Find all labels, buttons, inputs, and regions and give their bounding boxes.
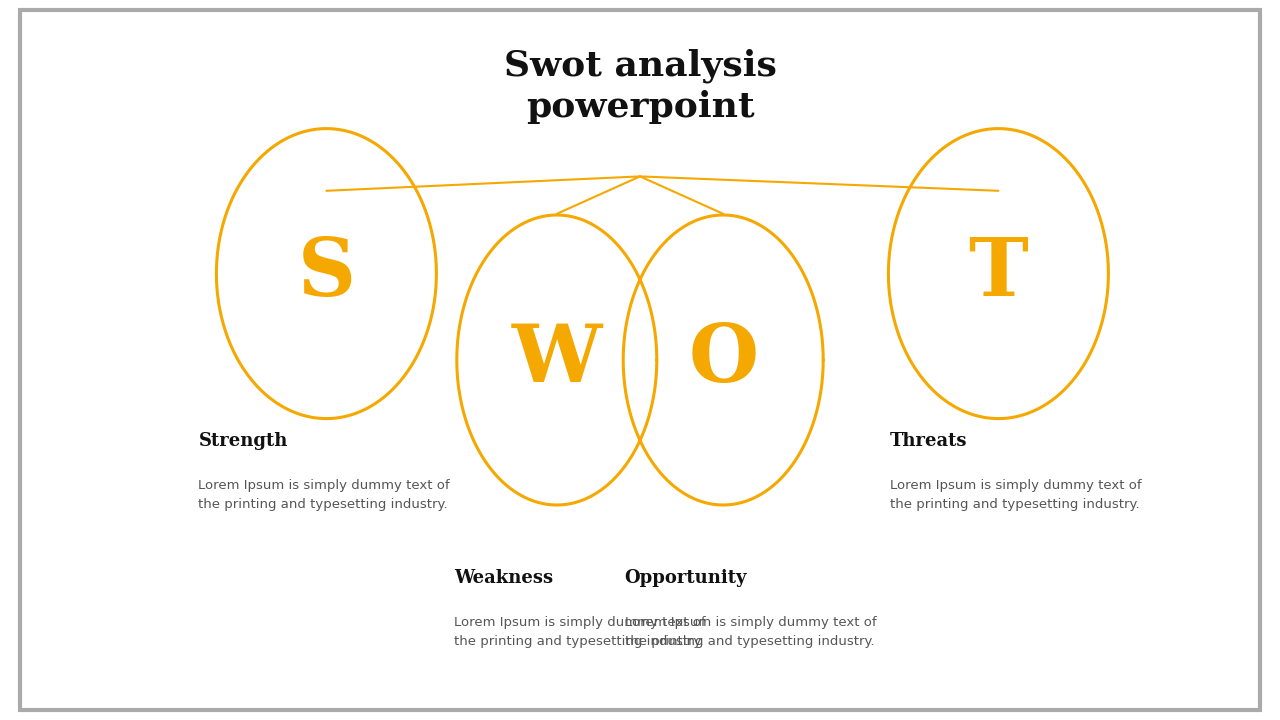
Text: T: T	[969, 235, 1028, 312]
Text: O: O	[689, 321, 758, 399]
Text: W: W	[512, 321, 602, 399]
Text: Weakness: Weakness	[454, 569, 553, 587]
Text: Strength: Strength	[198, 432, 288, 450]
Text: Lorem Ipsum is simply dummy text of
the printing and typesetting industry.: Lorem Ipsum is simply dummy text of the …	[198, 479, 451, 510]
Text: Opportunity: Opportunity	[625, 569, 748, 587]
Text: S: S	[297, 235, 356, 312]
Text: Lorem Ipsum is simply dummy text of
the printing and typesetting industry.: Lorem Ipsum is simply dummy text of the …	[890, 479, 1142, 510]
Text: Lorem Ipsum is simply dummy text of
the printing and typesetting industry.: Lorem Ipsum is simply dummy text of the …	[454, 616, 707, 647]
Text: Swot analysis
powerpoint: Swot analysis powerpoint	[503, 49, 777, 124]
Text: Threats: Threats	[890, 432, 968, 450]
Text: Lorem Ipsum is simply dummy text of
the printing and typesetting industry.: Lorem Ipsum is simply dummy text of the …	[625, 616, 877, 647]
